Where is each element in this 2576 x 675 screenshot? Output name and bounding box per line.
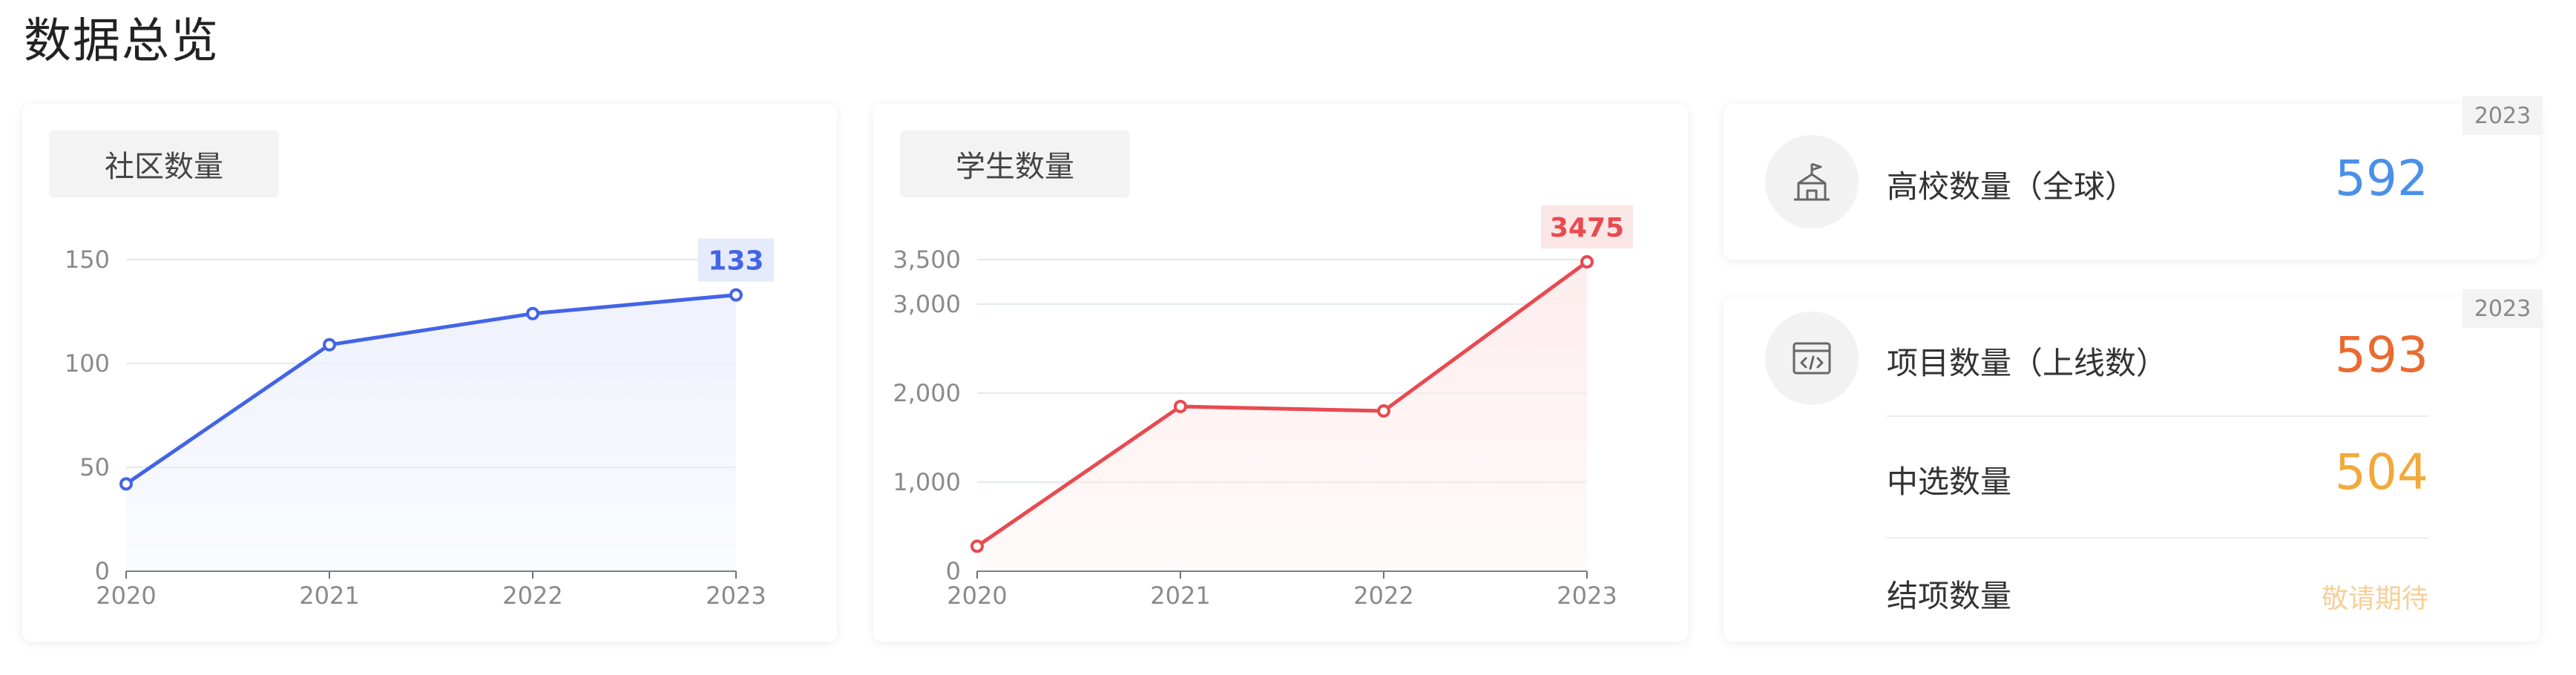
y-tick-label: 3,000 bbox=[893, 290, 961, 318]
value-callout: 3475 bbox=[1550, 213, 1624, 243]
x-tick-label: 2021 bbox=[1150, 582, 1210, 610]
x-tick-label: 2020 bbox=[96, 582, 156, 610]
student-count-label: 学生数量 bbox=[900, 131, 1130, 197]
university-count-card: 2023 高校数量（全球） 592 bbox=[1724, 96, 2543, 260]
community-count-card: 社区数量 0 50 100 150 2020 2021 2022 2023 133 bbox=[22, 104, 837, 642]
series-area bbox=[977, 262, 1587, 571]
series-line bbox=[125, 293, 737, 486]
completed-count-value: 敬请期待 bbox=[2321, 584, 2428, 614]
community-count-label: 社区数量 bbox=[49, 131, 279, 197]
community-count-chart: 0 50 100 150 2020 2021 2022 2023 133 bbox=[65, 238, 774, 610]
x-tick-label: 2022 bbox=[502, 582, 562, 610]
year-tag: 2023 bbox=[2462, 96, 2543, 135]
university-count-value: 592 bbox=[2335, 150, 2428, 207]
student-count-card: 学生数量 0 1,000 2,000 3,000 3,500 2020 2021 2022 20… bbox=[873, 104, 1688, 642]
campus-building-icon bbox=[1765, 135, 1859, 228]
series-line bbox=[976, 260, 1588, 548]
x-tick-label: 2023 bbox=[706, 582, 766, 610]
completed-count-label: 结项数量 bbox=[1887, 578, 2012, 614]
y-tick-label: 1,000 bbox=[893, 468, 961, 496]
value-callout-box bbox=[698, 238, 774, 282]
data-point bbox=[1377, 404, 1390, 418]
y-tick-label: 0 bbox=[95, 557, 110, 585]
y-tick-label: 2,000 bbox=[893, 379, 961, 407]
project-online-label: 项目数量（上线数） bbox=[1887, 345, 2168, 381]
data-point bbox=[970, 539, 984, 553]
x-tick-label: 2023 bbox=[1557, 582, 1617, 610]
x-tick-label: 2020 bbox=[947, 582, 1007, 610]
data-point bbox=[526, 306, 539, 320]
university-count-label: 高校数量（全球） bbox=[1887, 168, 2137, 205]
series-area bbox=[126, 294, 736, 571]
data-point bbox=[1580, 255, 1594, 269]
selected-count-value: 504 bbox=[2335, 444, 2428, 501]
student-count-chart: 0 1,000 2,000 3,000 3,500 2020 2021 2022 2023 347… bbox=[893, 205, 1633, 610]
code-window-icon bbox=[1765, 312, 1859, 405]
project-online-value: 593 bbox=[2335, 326, 2428, 383]
project-stats-card: 2023 项目数量（上线数） 593 中选数量 504 结项数量 敬请期待 bbox=[1724, 289, 2543, 642]
page-title: 数据总览 bbox=[24, 14, 220, 69]
y-tick-label: 150 bbox=[65, 246, 110, 274]
y-tick-label: 0 bbox=[946, 557, 961, 585]
y-tick-label: 3,500 bbox=[893, 246, 961, 274]
value-callout: 133 bbox=[708, 246, 763, 277]
selected-count-label: 中选数量 bbox=[1887, 464, 2012, 500]
divider bbox=[1887, 537, 2428, 539]
data-point bbox=[1174, 400, 1187, 413]
x-tick-label: 2021 bbox=[299, 582, 359, 610]
year-tag: 2023 bbox=[2462, 289, 2543, 328]
data-point bbox=[729, 288, 743, 302]
y-tick-label: 50 bbox=[79, 453, 110, 481]
value-callout-box bbox=[1541, 205, 1633, 248]
x-tick-label: 2022 bbox=[1353, 582, 1413, 610]
data-point bbox=[323, 338, 336, 352]
y-tick-label: 100 bbox=[65, 349, 110, 378]
divider bbox=[1887, 415, 2428, 417]
data-point bbox=[119, 477, 133, 491]
